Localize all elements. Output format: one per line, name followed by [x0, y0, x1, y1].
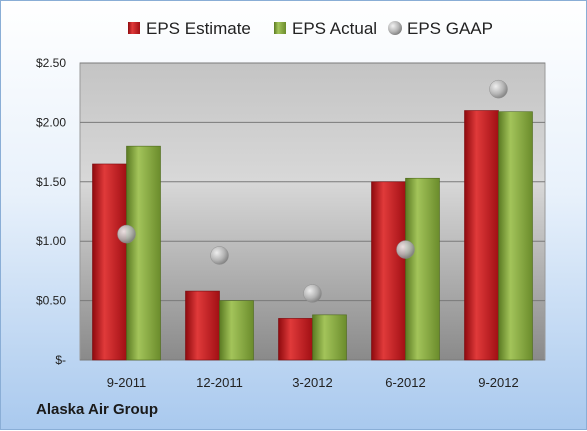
bar-eps-actual — [405, 177, 440, 361]
bar-eps-actual — [498, 111, 533, 361]
y-tick-label: $- — [55, 353, 66, 367]
x-tick-label: 3-2012 — [292, 375, 332, 390]
company-name: Alaska Air Group — [36, 401, 158, 418]
y-tick-label: $0.50 — [36, 294, 66, 308]
bar-eps-actual — [219, 300, 254, 361]
y-tick-label: $2.00 — [36, 115, 66, 129]
y-axis-ticks: $- $0.50 $1.00 $1.50 $2.00 $2.50 — [36, 56, 66, 367]
x-axis-ticks: 9-2011 12-2011 3-2012 6-2012 9-2012 — [107, 375, 519, 390]
bar-eps-actual — [312, 314, 347, 361]
point-eps-gaap — [489, 79, 508, 99]
bar-eps-estimate — [464, 110, 499, 361]
legend: EPS Estimate EPS Actual EPS GAAP — [128, 19, 493, 38]
legend-swatch — [388, 21, 402, 35]
point-eps-gaap — [210, 246, 229, 265]
legend-label: EPS GAAP — [407, 19, 493, 38]
bar-eps-estimate — [278, 318, 313, 361]
bar-eps-estimate — [185, 290, 220, 361]
bars — [92, 110, 533, 361]
legend-swatch — [128, 22, 140, 34]
legend-label: EPS Actual — [292, 19, 377, 38]
legend-label: EPS Estimate — [146, 19, 251, 38]
x-tick-label: 6-2012 — [385, 375, 425, 390]
point-eps-gaap — [396, 240, 415, 259]
y-tick-label: $2.50 — [36, 56, 66, 70]
x-tick-label: 12-2011 — [196, 375, 243, 390]
point-eps-gaap — [117, 224, 136, 244]
x-tick-label: 9-2011 — [107, 375, 147, 390]
y-tick-label: $1.50 — [36, 175, 66, 189]
bar-eps-actual — [126, 145, 161, 361]
y-tick-label: $1.00 — [36, 234, 66, 248]
legend-swatch — [274, 22, 286, 34]
bar-eps-estimate — [371, 181, 406, 361]
bar-eps-estimate — [92, 163, 127, 361]
gaap-points — [117, 79, 508, 303]
x-tick-label: 9-2012 — [478, 375, 518, 390]
point-eps-gaap — [303, 284, 322, 303]
